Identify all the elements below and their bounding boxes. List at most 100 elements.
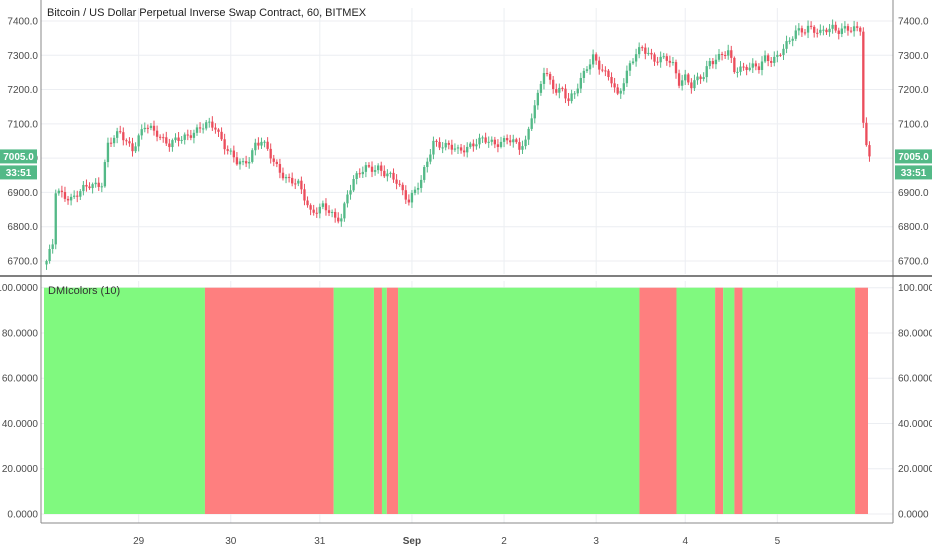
candles bbox=[45, 19, 871, 270]
candle-body bbox=[201, 128, 205, 130]
candle-body bbox=[281, 172, 285, 179]
candle-body bbox=[582, 70, 586, 78]
candle-body bbox=[297, 180, 300, 184]
candle-body bbox=[548, 73, 552, 80]
candle-body bbox=[183, 134, 186, 140]
indicator-tick-left: 20.0000 bbox=[2, 464, 39, 475]
candle-body bbox=[115, 131, 119, 138]
candle-body bbox=[149, 125, 153, 128]
indicator-segment-green bbox=[723, 287, 735, 514]
candle-body bbox=[229, 150, 232, 152]
candle-body bbox=[588, 64, 592, 70]
candle-body bbox=[450, 144, 454, 150]
candle-body bbox=[788, 40, 791, 42]
indicator-tick-right: 20.0000 bbox=[898, 464, 932, 475]
candle-body bbox=[868, 145, 871, 157]
candle-body bbox=[727, 50, 730, 56]
candle-body bbox=[585, 69, 589, 71]
indicator-tick-right: 0.0000 bbox=[898, 510, 929, 521]
candle-body bbox=[370, 166, 374, 172]
candle-body bbox=[705, 66, 708, 78]
candle-body bbox=[106, 142, 110, 163]
last-price-text-right: 7005.0 bbox=[898, 152, 929, 163]
candle-body bbox=[303, 189, 306, 201]
candle-body bbox=[745, 66, 748, 70]
candle-body bbox=[352, 179, 355, 191]
candle-body bbox=[79, 191, 82, 197]
candle-body bbox=[278, 163, 282, 173]
candle-body bbox=[558, 87, 561, 93]
candle-body bbox=[214, 127, 217, 130]
countdown-text-right: 33:51 bbox=[901, 168, 927, 179]
candle-body bbox=[327, 210, 331, 213]
price-badges: 7005.0 33:51 7005.0 33:51 bbox=[0, 149, 932, 180]
candle-body bbox=[536, 92, 540, 106]
candle-body bbox=[800, 28, 804, 33]
candle-body bbox=[656, 61, 659, 63]
candle-body bbox=[748, 67, 751, 70]
candle-body bbox=[641, 47, 644, 49]
indicator-segment-red bbox=[855, 287, 868, 514]
candle-body bbox=[241, 161, 245, 163]
candle-body bbox=[112, 137, 116, 144]
indicator-fill bbox=[44, 287, 868, 514]
candle-body bbox=[490, 139, 493, 142]
candle-body bbox=[819, 29, 822, 33]
candle-body bbox=[171, 140, 174, 148]
candle-body bbox=[607, 70, 610, 77]
candle-body bbox=[773, 56, 776, 63]
candle-body bbox=[128, 141, 131, 144]
candle-body bbox=[711, 61, 715, 65]
candle-body bbox=[647, 52, 650, 54]
candle-body bbox=[287, 176, 291, 178]
candle-body bbox=[109, 142, 113, 144]
indicator-tick-right: 60.0000 bbox=[898, 374, 932, 385]
candle-body bbox=[340, 218, 343, 222]
candle-body bbox=[232, 150, 236, 158]
candle-body bbox=[349, 190, 352, 195]
candle-body bbox=[205, 122, 208, 129]
price-tick-left: 6700.0 bbox=[7, 257, 38, 268]
candle-body bbox=[100, 186, 103, 188]
time-tick: 29 bbox=[133, 536, 145, 547]
candle-body bbox=[610, 76, 613, 84]
candle-body bbox=[45, 261, 48, 265]
indicator-segment-red bbox=[373, 287, 382, 514]
candle-body bbox=[220, 131, 223, 140]
indicator-label: DMIcolors (10) bbox=[48, 285, 120, 297]
candle-body bbox=[742, 66, 745, 68]
candle-body bbox=[677, 73, 681, 86]
candle-body bbox=[140, 129, 143, 136]
time-tick: 4 bbox=[682, 536, 688, 547]
candle-body bbox=[754, 63, 758, 67]
candle-body bbox=[401, 184, 404, 191]
candle-body bbox=[613, 83, 616, 88]
price-tick-left: 7200.0 bbox=[7, 85, 38, 96]
candle-body bbox=[475, 144, 478, 147]
candle-body bbox=[822, 29, 825, 31]
candle-body bbox=[162, 137, 165, 139]
candle-body bbox=[591, 54, 595, 65]
candle-body bbox=[398, 183, 401, 185]
candle-body bbox=[143, 127, 146, 130]
candle-body bbox=[472, 143, 475, 147]
price-tick-left: 6900.0 bbox=[7, 188, 38, 199]
candle-body bbox=[809, 25, 813, 27]
candle-body bbox=[426, 161, 429, 168]
candle-body bbox=[505, 138, 509, 141]
candle-body bbox=[680, 80, 684, 86]
price-tick-right: 7100.0 bbox=[898, 119, 929, 130]
candle-body bbox=[638, 47, 641, 55]
price-tick-left: 7100.0 bbox=[7, 119, 38, 130]
candle-body bbox=[561, 87, 564, 89]
candle-body bbox=[846, 26, 850, 31]
candle-body bbox=[601, 69, 604, 71]
candle-body bbox=[266, 141, 269, 149]
indicator-segment-red bbox=[204, 287, 334, 514]
price-tick-left: 7400.0 bbox=[7, 16, 38, 27]
candle-body bbox=[447, 142, 450, 145]
candle-body bbox=[103, 162, 107, 187]
candle-body bbox=[813, 26, 816, 33]
candle-body bbox=[834, 24, 837, 31]
